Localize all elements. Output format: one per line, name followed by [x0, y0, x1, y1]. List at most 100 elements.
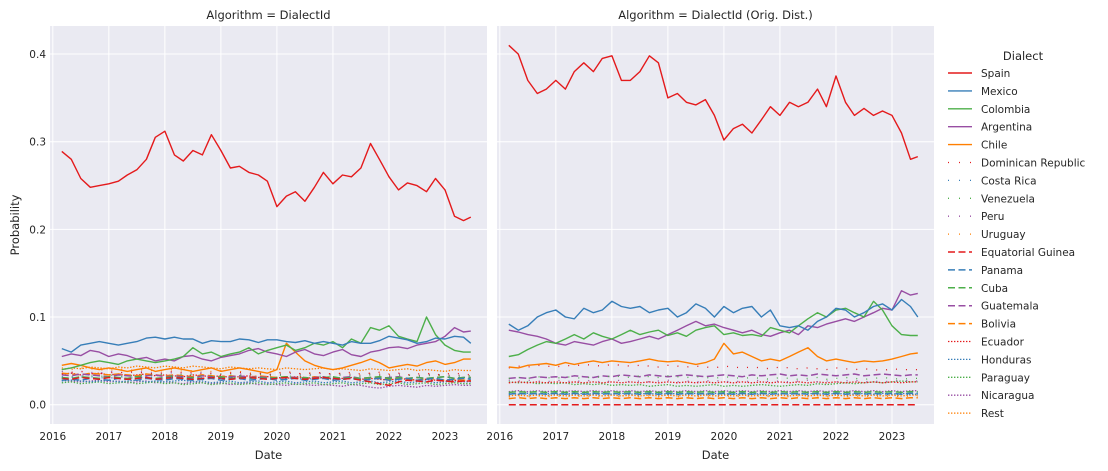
legend-label: Argentina [981, 122, 1032, 134]
legend-title: Dialect [1003, 49, 1044, 63]
facet-panel-dialectid-orig-dist: 2016 2017 2018 2019 2020 2021 2022 2023 Algorit… [486, 8, 934, 462]
legend-entry: Dominican Republic [948, 158, 1086, 170]
series-line-argentina [508, 290, 918, 346]
x-tick-label: 2020 [711, 431, 738, 443]
plot-area-background [50, 26, 487, 424]
series-line-panama [508, 392, 918, 395]
legend-label: Dominican Republic [981, 158, 1086, 170]
legend-entry: Paraguay [948, 372, 1030, 384]
series-line-paraguay [61, 381, 471, 386]
legend-label: Cuba [981, 283, 1008, 295]
legend-entry: Cuba [948, 283, 1008, 295]
series-line-bolivia [61, 372, 471, 381]
x-tick-labels: 2016 2017 2018 2019 2020 2021 2022 2023 [39, 431, 458, 443]
series-line-mexico [508, 298, 919, 331]
series-line-bolivia [508, 396, 918, 400]
series-line-cuba [61, 375, 471, 380]
series-line-spain [61, 130, 472, 222]
series-line-spain [508, 44, 919, 160]
x-tick-label: 2017 [95, 431, 122, 443]
legend-entries: Spain Mexico Colombia Argentina Chile Dominic… [948, 68, 1086, 420]
x-tick-label: 2021 [320, 431, 347, 443]
x-tick-label: 2023 [432, 431, 459, 443]
legend-entry: Panama [948, 265, 1023, 277]
legend-label: Chile [981, 140, 1007, 152]
gridlines [497, 26, 934, 424]
legend-entry: Argentina [948, 122, 1032, 134]
legend-label: Equatorial Guinea [981, 247, 1075, 259]
legend-entry: Nicaragua [948, 390, 1034, 402]
x-tick-label: 2018 [598, 431, 625, 443]
legend-label: Colombia [981, 104, 1030, 116]
panel-title: Algorithm = DialectId (Orig. Dist.) [618, 8, 813, 22]
series-line-chile [61, 342, 471, 374]
legend-entry: Honduras [948, 354, 1032, 366]
legend-entry: Uruguay [948, 229, 1026, 241]
legend-label: Venezuela [981, 193, 1035, 205]
legend-entry: Bolivia [948, 319, 1016, 331]
series-line-honduras [61, 379, 471, 384]
legend-label: Mexico [981, 86, 1018, 98]
legend-label: Spain [981, 68, 1010, 80]
series-lines [61, 130, 472, 389]
x-tick-label: 2022 [376, 431, 403, 443]
legend-entry: Rest [948, 408, 1004, 420]
legend-entry: Costa Rica [948, 175, 1037, 187]
x-tick-label: 2019 [208, 431, 235, 443]
series-line-guatemala [61, 373, 471, 380]
facet-panel-dialectid: 2016 2017 2018 2019 2020 2021 2022 2023 0.00.10… [8, 8, 487, 462]
x-tick-labels: 2016 2017 2018 2019 2020 2021 2022 2023 [486, 431, 905, 443]
y-tick-label: 0.1 [29, 312, 46, 324]
series-line-guatemala [508, 373, 918, 380]
x-tick-label: 2021 [767, 431, 794, 443]
series-line-cuba [508, 390, 918, 394]
legend-entry: Spain [948, 68, 1010, 80]
series-line-paraguay [508, 380, 918, 387]
legend: Dialect Spain Mexico Colombia Argentina Chil… [948, 49, 1086, 420]
x-tick-label: 2017 [542, 431, 569, 443]
legend-label: Costa Rica [981, 175, 1037, 187]
legend-label: Guatemala [981, 301, 1039, 313]
legend-label: Peru [981, 211, 1004, 223]
legend-entry: Chile [948, 140, 1007, 152]
x-tick-label: 2018 [151, 431, 178, 443]
series-line-colombia [61, 316, 471, 371]
x-tick-label: 2016 [486, 431, 513, 443]
series-line-argentina [61, 326, 471, 362]
x-axis-label: Date [255, 448, 283, 462]
y-axis-label: Probability [8, 194, 22, 255]
legend-entry: Equatorial Guinea [948, 247, 1075, 259]
y-tick-labels: 0.0 0.1 0.2 0.3 0.4 [29, 49, 46, 412]
x-tick-label: 2020 [264, 431, 291, 443]
legend-entry: Colombia [948, 104, 1030, 116]
panel-title: Algorithm = DialectId [206, 8, 330, 22]
x-tick-label: 2016 [39, 431, 66, 443]
legend-label: Nicaragua [981, 390, 1034, 402]
legend-entry: Mexico [948, 86, 1018, 98]
series-lines [508, 44, 919, 406]
y-tick-label: 0.4 [29, 49, 46, 61]
gridlines [50, 26, 487, 424]
legend-label: Bolivia [981, 319, 1016, 331]
legend-label: Rest [981, 408, 1004, 420]
legend-entry: Venezuela [948, 193, 1035, 205]
x-axis-label: Date [702, 448, 730, 462]
series-line-rest [61, 365, 471, 373]
x-tick-label: 2019 [655, 431, 682, 443]
series-line-colombia [508, 300, 918, 358]
series-line-mexico [61, 335, 472, 353]
legend-entry: Guatemala [948, 301, 1039, 313]
legend-label: Uruguay [981, 229, 1026, 241]
legend-label: Honduras [981, 354, 1032, 366]
y-tick-label: 0.2 [29, 224, 46, 236]
legend-label: Panama [981, 265, 1023, 277]
legend-label: Ecuador [981, 337, 1025, 349]
legend-entry: Ecuador [948, 337, 1025, 349]
legend-label: Paraguay [981, 372, 1030, 384]
x-tick-label: 2022 [823, 431, 850, 443]
y-tick-label: 0.0 [29, 400, 46, 412]
x-tick-label: 2023 [879, 431, 906, 443]
series-line-equatorial-guinea [61, 376, 471, 387]
y-tick-label: 0.3 [29, 137, 46, 149]
